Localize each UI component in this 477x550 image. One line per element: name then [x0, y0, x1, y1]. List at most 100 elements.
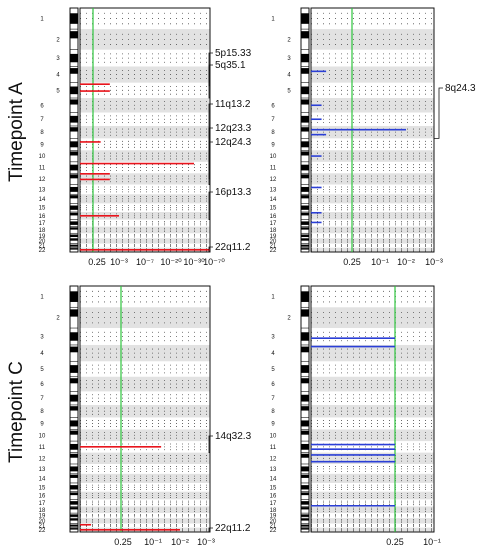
annotation-label: 5p15.33	[215, 48, 252, 59]
ideogram-block-19	[301, 514, 309, 517]
ideogram-block-9	[301, 141, 309, 148]
chromosome-label: 3	[287, 56, 291, 62]
chromosome-label: 2	[287, 37, 291, 43]
chromosome-label: 21	[39, 524, 46, 530]
ideogram-block-3	[70, 53, 78, 63]
chromosome-label: 13	[270, 187, 277, 193]
band-chr-22	[311, 247, 434, 252]
ideogram-block-8	[70, 406, 78, 411]
ideogram-block-6	[70, 378, 78, 384]
ideogram-block-8	[301, 406, 309, 411]
x-tick-label: 10⁻²⁰	[160, 257, 182, 267]
band-chr-12	[311, 452, 434, 464]
ideogram-block-4	[301, 68, 309, 74]
plot-frame	[310, 285, 435, 533]
chromosome-label: 6	[40, 382, 44, 388]
chromosome-label: 14	[39, 197, 46, 203]
chromosome-label: 3	[56, 56, 60, 62]
ideogram-block-18	[70, 507, 78, 510]
chromosome-label: 14	[270, 197, 277, 203]
ideogram-block-4	[70, 68, 78, 74]
row-label-timepoint-a: Timepoint A	[6, 82, 27, 182]
chromosome-label: 22	[39, 528, 46, 534]
x-tick-label: 10⁻²	[171, 537, 189, 547]
ideogram-block-21	[70, 244, 78, 247]
chromosome-label: 16	[270, 494, 277, 500]
chromosome-label: 10	[39, 154, 46, 160]
x-tick-label: 10⁻¹	[423, 537, 441, 547]
plot-frame	[79, 285, 211, 533]
ideogram-block-11	[301, 443, 309, 450]
band-chr-12	[311, 173, 434, 185]
ideogram-block-7	[301, 115, 309, 123]
annotation-label: 11q13.2	[215, 99, 251, 110]
ideogram-block-12	[301, 174, 309, 179]
chromosome-label: 13	[39, 187, 46, 193]
band-chr-6	[80, 376, 210, 392]
ideogram-block-10	[301, 430, 309, 435]
ideogram-block-9	[70, 141, 78, 148]
band-chr-12	[80, 173, 210, 185]
chromosome-label: 2	[287, 316, 291, 322]
ideogram-block-21	[70, 524, 78, 527]
chromosome-label: 15	[39, 485, 46, 491]
ideogram-block-6	[301, 378, 309, 384]
ideogram-block-22	[301, 248, 309, 250]
ideogram-block-4	[70, 346, 78, 353]
x-tick-label: 0.25	[386, 537, 404, 547]
chromosome-label: 11	[270, 166, 277, 172]
chromosome-label: 4	[287, 73, 291, 79]
chromosome-label: 13	[270, 467, 277, 473]
chromosome-label: 9	[40, 142, 44, 148]
band-chr-14	[80, 473, 210, 483]
chromosome-label: 13	[39, 467, 46, 473]
chromosome-label: 17	[270, 501, 277, 507]
chromosome-label: 20	[270, 239, 277, 245]
chromosome-label: 17	[39, 221, 46, 227]
annotation-label: 16p13.3	[215, 187, 252, 198]
ideogram-block-11	[70, 443, 78, 450]
chromosome-label: 9	[271, 421, 275, 427]
ideogram-block-13	[70, 186, 78, 192]
chromosome-label: 3	[40, 334, 44, 340]
chromosome-label: 21	[270, 524, 277, 530]
x-tick-label: 10⁻⁷	[136, 257, 154, 267]
x-tick-label: 0.25	[114, 537, 132, 547]
band-chr-16	[80, 491, 210, 500]
ideogram-block-1	[70, 13, 78, 24]
chromosome-label: 18	[270, 228, 277, 234]
chromosome-label: 16	[39, 494, 46, 500]
chromosome-label: 21	[39, 244, 46, 250]
chromosome-label: 1	[271, 295, 275, 301]
ideogram-block-21	[301, 524, 309, 527]
annotation-leader	[208, 64, 213, 99]
chromosome-label: 16	[270, 214, 277, 220]
ideogram-block-5	[301, 365, 309, 373]
annotation-leader	[208, 527, 213, 533]
ideogram-block-12	[70, 174, 78, 179]
chromosome-label: 15	[39, 206, 46, 212]
chromosome-label: 5	[271, 367, 275, 373]
chromosome-label: 6	[271, 103, 275, 109]
ideogram-block-15	[301, 485, 309, 490]
ideogram-block-22	[70, 528, 78, 530]
chromosome-label: 8	[271, 130, 275, 136]
ideogram-block-13	[70, 466, 78, 472]
x-tick-label: 10⁻²	[397, 257, 415, 267]
annotation-label: 22q11.2	[215, 523, 251, 534]
ideogram-block-5	[70, 86, 78, 95]
ideogram-block-12	[301, 453, 309, 458]
ideogram-block-10	[70, 430, 78, 435]
ideogram-block-14	[70, 474, 78, 478]
x-tick-label: 10⁻³	[110, 257, 128, 267]
band-chr-16	[311, 211, 434, 220]
ideogram-block-17	[301, 221, 309, 225]
ideogram-block-10	[301, 151, 309, 156]
x-tick-label: 10⁻¹	[144, 537, 162, 547]
band-chr-2	[80, 29, 210, 50]
chromosome-label: 11	[270, 445, 277, 451]
